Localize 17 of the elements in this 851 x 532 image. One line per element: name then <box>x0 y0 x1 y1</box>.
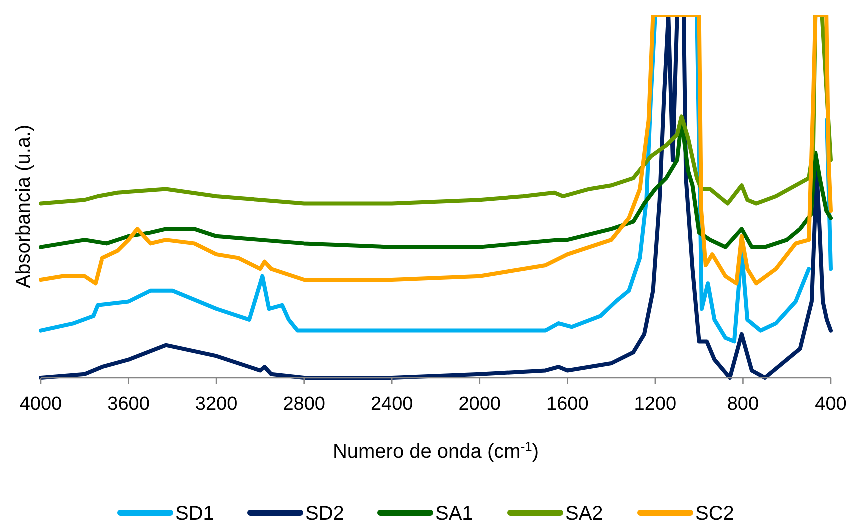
legend-label: SD1 <box>176 503 214 525</box>
x-tick-label: 800 <box>727 394 760 415</box>
legend-label: SA2 <box>566 503 604 525</box>
x-axis-title: Numero de onda (cm$^{-1}$) <box>332 438 540 463</box>
x-tick-label: 400 <box>815 394 847 415</box>
x-tick-label: 2400 <box>370 394 414 415</box>
x-tick-label: 2800 <box>283 394 326 415</box>
x-tick-label: 1600 <box>546 394 589 415</box>
legend-label: SC2 <box>696 503 734 525</box>
x-tick-label: 3600 <box>108 394 150 415</box>
legend-label: SD2 <box>306 503 344 525</box>
legend-label: SA1 <box>436 503 474 525</box>
x-tick-label: 2000 <box>458 394 502 415</box>
x-tick-label: 3200 <box>195 394 238 415</box>
y-axis-title: Absorbancia (u.a.) <box>13 124 35 288</box>
x-tick-label: 1200 <box>634 394 677 415</box>
x-tick-label: 4000 <box>20 394 62 415</box>
